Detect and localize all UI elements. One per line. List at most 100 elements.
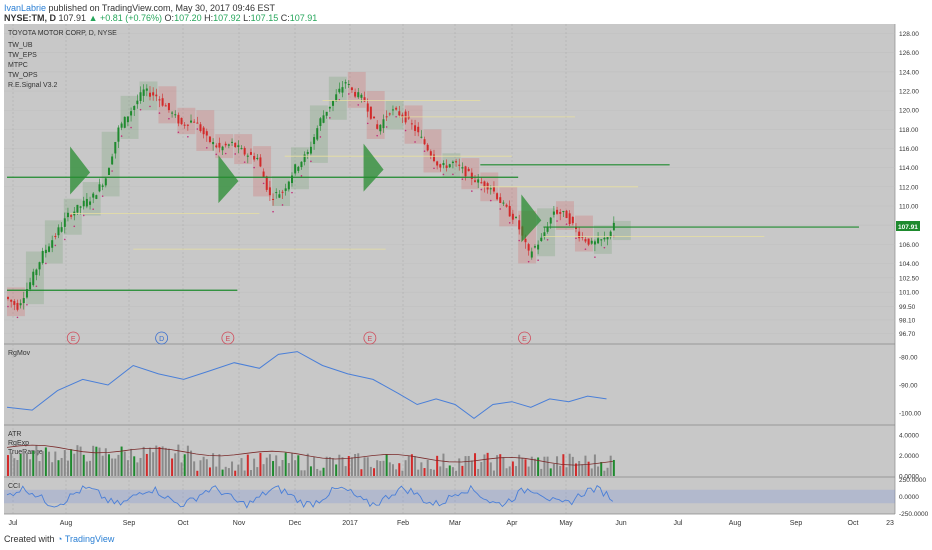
atr-bar [114,458,117,476]
time-tick-label: Nov [233,520,246,527]
atr-bar [410,454,413,476]
signal-triangle [70,146,91,195]
candle [79,206,82,208]
signal-dot [35,285,38,288]
time-tick-label: Oct [178,520,189,527]
candle [527,244,530,251]
atr-bar [398,463,401,476]
atr-bar [158,447,161,476]
atr-bars-group [7,444,615,476]
candle [587,238,590,245]
atr-bar [95,446,98,476]
atr-bar [537,457,540,476]
atr-bar [344,466,347,476]
candle [474,180,477,182]
chart-background [4,24,895,514]
candle [350,87,353,91]
candle [574,226,577,230]
signal-dot [205,147,208,149]
atr-tick-label: 4.0000 [899,433,919,440]
signal-dot [168,117,170,120]
atr-bar [272,461,275,476]
atr-bar [32,450,35,476]
candle [388,113,391,115]
atr-bar [518,454,521,476]
signal-dot [139,108,142,111]
atr-bar [404,460,407,476]
candle [366,103,369,112]
earnings-marker-label: E [522,336,527,343]
candle [231,141,234,143]
signal-dot [556,220,558,222]
atr-bar [354,453,357,476]
signal-dot [461,178,464,180]
candle [480,182,483,184]
atr-sub-label: TrueRange [8,449,43,456]
atr-bar [155,445,158,476]
candle [224,143,227,146]
atr-bar [66,460,69,476]
candle [316,128,319,140]
candle [70,215,73,217]
signal-dot [16,316,19,319]
author-link[interactable]: IvanLabrie [4,3,47,13]
price-chart[interactable]: 128.00 126.00 124.00 122.00 120.00 118.00 116.… [0,24,932,532]
atr-bar [313,457,316,476]
signal-dot [187,135,189,138]
atr-bar [133,456,136,476]
cci-band [4,489,895,504]
range-box [44,220,63,264]
atr-bar [51,462,54,476]
signal-dot [452,173,454,176]
indicator-label: R.E.Signal V3.2 [8,82,58,89]
atr-bar [382,460,385,476]
range-box [196,110,215,151]
atr-bar [439,466,442,476]
atr-bar [22,450,25,476]
candle [332,100,335,106]
range-box [537,208,556,257]
candle [227,144,230,146]
candle [66,212,69,218]
signal-dot [508,222,511,224]
candle [281,191,284,193]
price-tick-label: 112.00 [899,184,919,191]
atr-bar [565,467,568,476]
signal-dot [499,208,502,210]
atr-bar [549,468,552,476]
candle [101,185,104,187]
candle [180,117,183,125]
candle [401,114,404,117]
atr-bar [221,469,224,476]
atr-bar [584,455,587,476]
signal-dot [215,153,218,156]
signal-dot [234,153,236,155]
candle [347,83,350,85]
earnings-marker [155,331,169,345]
time-tick-label: Aug [729,520,742,527]
footer-brand[interactable]: TradingView [64,534,115,544]
indicator-label: TW_OPS [8,72,38,79]
candle [395,107,398,110]
atr-bar [281,460,284,476]
range-box [423,129,442,173]
atr-bar [139,457,142,476]
candle [414,125,417,131]
signal-dot [310,160,312,163]
atr-bar [180,462,183,476]
atr-bar [120,446,123,476]
candle [256,157,259,159]
atr-bar [234,470,237,476]
time-tick-label: Jul [674,520,683,527]
atr-bar [16,459,19,476]
candle [489,188,492,190]
atr-bar [290,453,293,476]
candle [442,162,445,166]
candle [546,227,549,232]
candle [357,92,360,98]
candle [306,151,309,154]
atr-bar [29,459,32,476]
cci-tick-label: 0.0000 [899,494,919,501]
atr-bar [530,456,533,476]
rgmov-tick-label: -80.00 [899,355,918,362]
